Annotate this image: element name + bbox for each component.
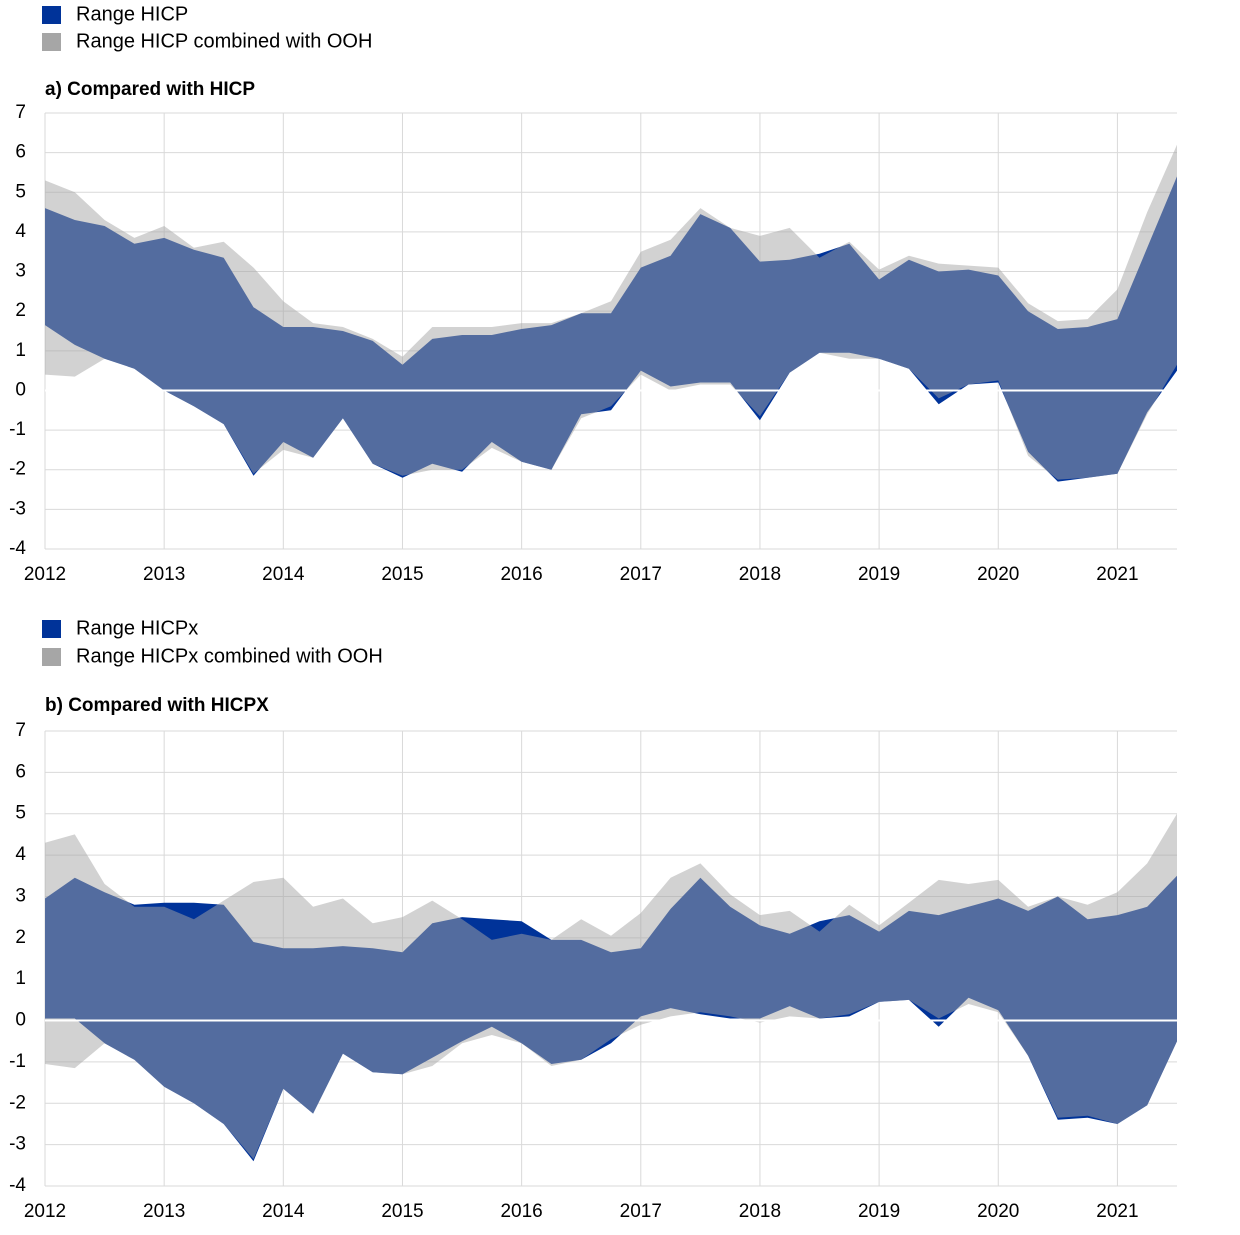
y-tick-label: -1 xyxy=(9,1051,26,1072)
x-tick-label: 2014 xyxy=(262,1201,305,1222)
x-tick-label: 2021 xyxy=(1096,564,1138,585)
legend-swatch xyxy=(42,6,61,24)
x-tick-label: 2014 xyxy=(262,564,305,585)
legend-label: Range HICPx combined with OOH xyxy=(76,645,383,667)
y-tick-label: 6 xyxy=(15,142,26,163)
x-tick-label: 2018 xyxy=(739,1201,781,1222)
y-tick-label: -3 xyxy=(9,1134,26,1155)
y-tick-label: 5 xyxy=(15,803,26,824)
y-tick-label: 3 xyxy=(15,885,26,906)
y-tick-label: -3 xyxy=(9,498,26,519)
legend-label: Range HICP xyxy=(76,3,188,25)
y-tick-label: -1 xyxy=(9,419,26,440)
y-tick-label: -4 xyxy=(9,1175,26,1196)
x-tick-label: 2017 xyxy=(620,1201,662,1222)
x-tick-label: 2019 xyxy=(858,1201,900,1222)
legend-label: Range HICPx xyxy=(76,617,198,639)
y-tick-label: -4 xyxy=(9,538,26,559)
x-tick-label: 2013 xyxy=(143,1201,185,1222)
y-tick-label: -2 xyxy=(9,459,26,480)
x-tick-label: 2019 xyxy=(858,564,900,585)
x-tick-label: 2015 xyxy=(381,1201,423,1222)
range-area xyxy=(45,144,1177,480)
x-tick-label: 2012 xyxy=(24,564,66,585)
legend-swatch xyxy=(42,620,61,638)
x-tick-label: 2021 xyxy=(1096,1201,1138,1222)
x-tick-label: 2016 xyxy=(500,1201,542,1222)
y-tick-label: 2 xyxy=(15,300,26,321)
y-tick-label: 4 xyxy=(15,221,26,242)
x-tick-label: 2015 xyxy=(381,564,423,585)
range-area xyxy=(45,813,1177,1160)
y-tick-label: 0 xyxy=(15,379,26,400)
panel-title: a) Compared with HICP xyxy=(45,79,255,100)
y-tick-label: 7 xyxy=(15,102,26,123)
x-tick-label: 2020 xyxy=(977,564,1019,585)
y-tick-label: 6 xyxy=(15,761,26,782)
y-tick-label: 0 xyxy=(15,1010,26,1031)
panel-title: b) Compared with HICPX xyxy=(45,695,269,716)
x-tick-label: 2012 xyxy=(24,1201,66,1222)
y-tick-label: -2 xyxy=(9,1092,26,1113)
x-tick-label: 2013 xyxy=(143,564,185,585)
y-tick-label: 1 xyxy=(15,968,26,989)
x-tick-label: 2016 xyxy=(500,564,542,585)
y-tick-label: 3 xyxy=(15,261,26,282)
y-tick-label: 2 xyxy=(15,927,26,948)
x-tick-label: 2017 xyxy=(620,564,662,585)
y-tick-label: 4 xyxy=(15,844,26,865)
legend-label: Range HICP combined with OOH xyxy=(76,30,372,52)
y-tick-label: 7 xyxy=(15,720,26,741)
x-tick-label: 2018 xyxy=(739,564,781,585)
x-tick-label: 2020 xyxy=(977,1201,1019,1222)
legend-swatch xyxy=(42,648,61,666)
legend-swatch xyxy=(42,33,61,51)
y-tick-label: 1 xyxy=(15,340,26,361)
y-tick-label: 5 xyxy=(15,181,26,202)
